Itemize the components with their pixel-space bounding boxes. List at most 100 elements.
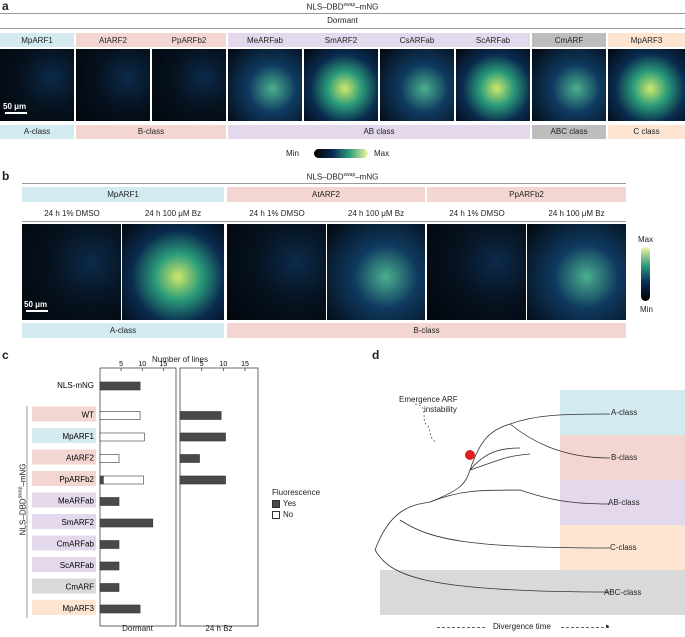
legend-no-swatch <box>272 511 280 519</box>
bar-no <box>99 411 141 420</box>
image-b-pparfb2-dmso <box>427 224 526 320</box>
tick-label: 15 <box>159 361 167 368</box>
panel-c-label-dormant: Dormant <box>122 624 153 633</box>
image-pparfb2 <box>152 49 226 121</box>
header-cmarf: CmARF <box>532 33 606 47</box>
clade-band-a <box>560 390 685 435</box>
bar-yes <box>99 497 120 506</box>
divergence-arrow-head: ▸ <box>606 623 610 630</box>
divergence-arrow-left <box>437 627 485 628</box>
row-label: CmARFab <box>57 540 95 549</box>
scale-bar-a <box>5 112 27 114</box>
group-label-suffix: –mNG <box>18 463 28 487</box>
tree-branch-c <box>399 519 611 549</box>
image-b-pparfb2-bz <box>527 224 626 320</box>
bar-yes <box>179 454 200 463</box>
bar-no <box>99 432 145 442</box>
chart-ticks: 5 10 15 5 10 15 <box>119 361 249 371</box>
class-b-a: A-class <box>22 323 224 338</box>
image-scarfab <box>456 49 530 121</box>
bar-yes <box>99 540 120 549</box>
tree-branch-abc <box>374 549 611 593</box>
panel-b-title-sup: swap <box>343 172 356 178</box>
legend-no: No <box>283 510 294 519</box>
group-label-sup: swap <box>17 486 24 499</box>
panel-a-title-rule <box>0 13 685 14</box>
row-band <box>32 557 96 572</box>
bar-yes <box>99 583 120 592</box>
class-a-b: B-class <box>76 125 226 139</box>
colorbar-a-max: Max <box>374 149 390 158</box>
tick-label: 10 <box>219 361 227 368</box>
header-mearfab: MeARFab <box>246 35 283 45</box>
panel-c-group-label: NLS–DBDswap–mNG <box>17 444 28 554</box>
legend-yes-swatch <box>272 500 280 508</box>
panel-c-letter: c <box>2 348 9 362</box>
colorbar-b-min: Min <box>640 305 653 314</box>
row-band <box>32 449 96 465</box>
clade-band-b <box>560 435 685 480</box>
legend-title: Fluorescence <box>272 488 321 497</box>
class-a-c: C class <box>608 125 685 139</box>
clade-band-abc <box>380 570 685 615</box>
treat-5: 24 h 1% DMSO <box>449 208 505 218</box>
panel-b-letter: b <box>2 169 10 183</box>
group-b-atarf2: AtARF2 <box>227 187 425 202</box>
class-a-ab: AB class <box>228 125 530 139</box>
tree-branch-b <box>509 423 611 459</box>
group-b-pparfb2: PpARFb2 <box>427 187 626 202</box>
bar-yes <box>99 604 141 614</box>
tree-branch-1 <box>374 447 531 551</box>
image-smarf2 <box>304 49 378 121</box>
row-label: SmARF2 <box>62 518 95 527</box>
bar-yes <box>99 561 120 571</box>
group-b-mparf1: MpARF1 <box>22 187 224 202</box>
clade-label-b: B-class <box>611 453 638 462</box>
row-band <box>32 471 96 486</box>
colorbar-b <box>641 247 650 301</box>
bar-yes <box>99 518 154 528</box>
colorbar-b-max: Max <box>638 235 654 244</box>
row-label: MeARFab <box>58 497 95 506</box>
row-band <box>32 406 96 422</box>
image-b-atarf2-bz <box>327 224 425 320</box>
clade-label-a: A-class <box>611 408 638 417</box>
header-mparf1: MpARF1 <box>0 33 74 47</box>
header-mparf3: MpARF3 <box>608 33 685 47</box>
clade-label-abc: ABC-class <box>604 588 642 597</box>
header-smarf2: SmARF2 <box>324 35 358 45</box>
row-band <box>32 514 96 529</box>
panel-b-title-rule <box>22 183 626 184</box>
bar-no <box>103 475 144 485</box>
legend-yes: Yes <box>283 499 297 508</box>
row-label: ScARFab <box>60 561 95 570</box>
tree-branch-ab <box>429 489 611 505</box>
phylogeny-tree <box>374 403 611 593</box>
panel-b-treat-rule <box>22 221 626 222</box>
tick-label: 5 <box>200 361 204 368</box>
header-b-group <box>76 33 226 47</box>
image-cmarf <box>532 49 606 121</box>
header-scarfab: ScARFab <box>475 35 511 45</box>
header-ab-group <box>228 33 530 47</box>
scale-bar-b <box>26 310 48 312</box>
image-mparf3 <box>608 49 685 121</box>
row-label: MpARF3 <box>62 604 94 613</box>
image-mparf1 <box>0 49 74 121</box>
colorbar-a-min: Min <box>286 149 299 158</box>
treat-1: 24 h 1% DMSO <box>44 208 100 218</box>
divergence-time-label: Divergence time <box>493 622 551 631</box>
tick-label: 15 <box>241 361 249 368</box>
clade-label-ab: AB-class <box>608 498 640 507</box>
bar-yes <box>179 432 226 442</box>
treat-4: 24 h 100 μM Bz <box>347 208 405 218</box>
panel-b-title-main: NLS–DBD <box>306 172 344 182</box>
panel-d-letter: d <box>372 348 380 362</box>
row-label: CmARF <box>66 583 95 592</box>
image-atarf2 <box>76 49 150 121</box>
panel-a-title-sup: swap <box>343 2 356 8</box>
panel-a-title-suffix: –mNG <box>355 2 379 12</box>
chart-frame-1 <box>179 367 259 627</box>
tree-branch-a <box>469 413 611 471</box>
